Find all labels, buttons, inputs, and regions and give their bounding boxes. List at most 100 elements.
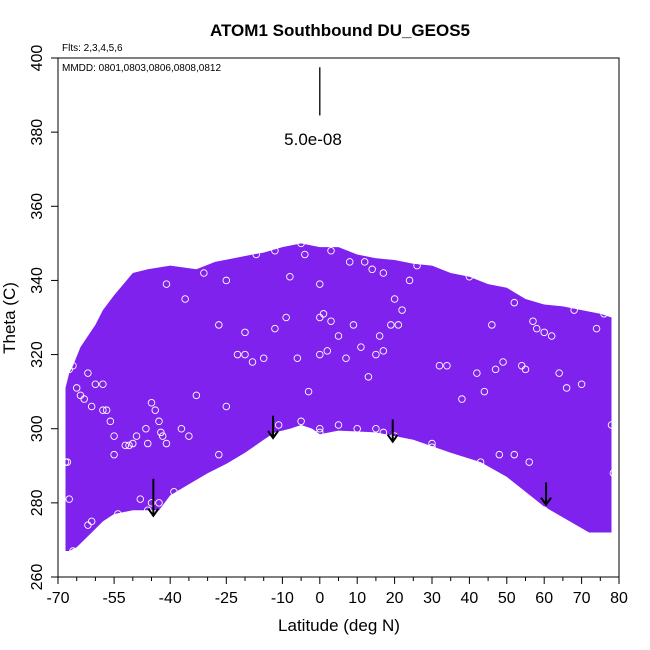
data-point [132,432,141,440]
data-point [510,298,519,307]
y-tick-label: 400 [29,45,46,72]
dates-label: MMDD: 0801,0803,0806,0808,0812 [62,63,221,74]
data-point [65,495,73,503]
data-point [142,424,150,433]
x-tick-label: 40 [461,590,479,607]
x-axis-label: Latitude (deg N) [278,616,400,635]
data-point [364,373,373,381]
data-point [72,384,81,392]
data-point [80,395,88,403]
arrow-head [386,434,399,444]
data-point [233,350,242,359]
data-point [271,324,279,333]
data-point [555,369,563,377]
data-point [99,380,107,388]
data-point [147,399,156,407]
data-point [390,295,399,303]
data-point [297,417,305,426]
data-point [491,365,500,374]
data-point [222,402,231,411]
data-point [577,380,586,388]
data-point [570,306,578,314]
data-point [379,269,388,277]
y-tick-label: 360 [29,193,46,220]
data-point [125,441,133,450]
x-tick-label: -25 [215,590,238,607]
x-tick-label: 0 [315,590,324,607]
data-point [110,450,118,459]
data-point [69,547,77,555]
data-point [600,310,608,318]
data-point [106,417,115,426]
data-point [360,258,369,266]
x-tick-label: -40 [159,590,182,607]
data-point [102,406,111,414]
data-point [327,317,335,325]
data-point [379,347,388,355]
arrow-head [540,497,552,507]
data-point [110,432,118,440]
data-point [69,361,77,370]
data-point [353,424,361,433]
data-point [274,421,283,429]
data-point [488,321,496,329]
data-point [297,239,305,248]
data-point [271,247,279,255]
y-tick-label: 260 [29,564,46,591]
data-point [342,354,350,363]
data-point [413,261,421,270]
data-point [192,391,201,400]
data-point [428,443,436,452]
data-point [316,280,324,288]
x-tick-label: 80 [610,590,628,607]
data-point [316,428,324,437]
x-tick-label: -55 [103,590,126,607]
data-point [185,432,193,440]
data-point [61,458,70,466]
data-point [465,272,474,281]
data-point [136,495,145,503]
data-point [529,317,537,325]
data-point [540,506,548,515]
y-tick-label: 280 [29,489,46,516]
data-point [547,332,556,340]
data-point [334,421,343,429]
data-point [282,313,290,322]
data-point [144,506,152,515]
data-point [592,324,601,333]
data-point [480,387,489,396]
data-point [611,525,620,533]
data-point [84,369,92,377]
data-point [510,450,519,459]
flights-label: Flts: 2,3,4,5,6 [62,43,123,54]
y-tick-label: 320 [29,341,46,368]
data-point [84,521,92,529]
data-point [215,321,223,329]
data-point [166,506,174,515]
data-point [177,424,186,433]
data-point [521,365,530,374]
data-point [170,487,178,496]
data-point [473,369,481,377]
data-point [147,499,156,507]
data-point [372,350,380,359]
data-point [607,421,616,429]
data-point [293,354,302,363]
data-point [248,358,257,366]
data-point [114,510,122,518]
data-point [379,428,388,437]
data-point [398,306,406,314]
data-point [495,450,504,459]
data-point [435,361,444,370]
data-point [319,310,328,318]
data-point [368,265,376,274]
data-point [499,358,507,366]
data-point [155,417,163,426]
x-tick-label: -70 [46,590,69,607]
data-point [372,424,380,433]
data-point [323,347,332,355]
data-point [203,476,212,485]
arrow-head [267,430,279,440]
data-point [316,424,324,433]
data-point [144,439,152,448]
